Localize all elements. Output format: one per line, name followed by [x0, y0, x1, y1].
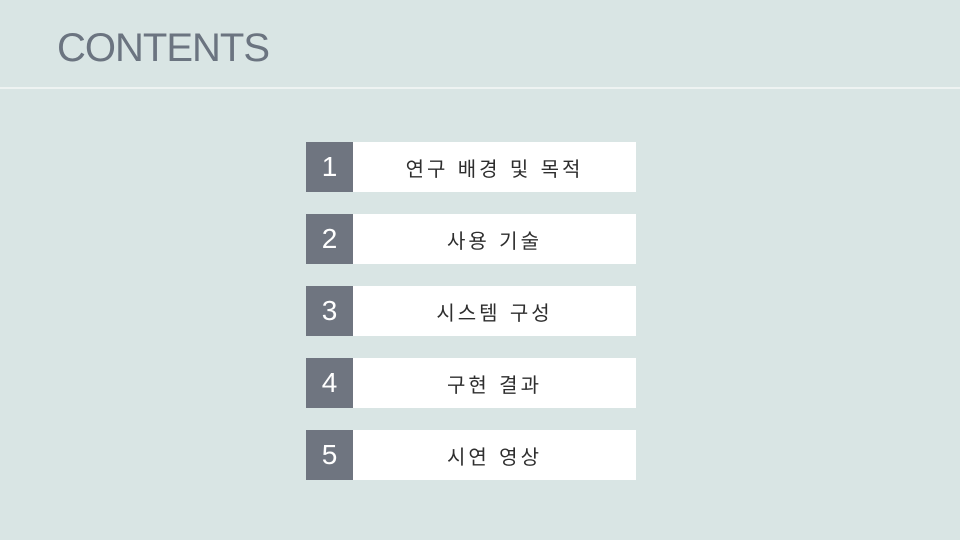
- item-label: 사용 기술: [353, 214, 636, 264]
- contents-item-4: 4 구현 결과: [306, 358, 636, 408]
- header-divider: [0, 87, 960, 89]
- item-number: 1: [306, 142, 353, 192]
- contents-item-1: 1 연구 배경 및 목적: [306, 142, 636, 192]
- item-label: 시스템 구성: [353, 286, 636, 336]
- item-label: 연구 배경 및 목적: [353, 142, 636, 192]
- contents-item-5: 5 시연 영상: [306, 430, 636, 480]
- contents-item-3: 3 시스템 구성: [306, 286, 636, 336]
- item-label: 구현 결과: [353, 358, 636, 408]
- contents-item-2: 2 사용 기술: [306, 214, 636, 264]
- contents-list: 1 연구 배경 및 목적 2 사용 기술 3 시스템 구성 4 구현 결과 5 …: [306, 142, 636, 502]
- item-number: 4: [306, 358, 353, 408]
- item-label: 시연 영상: [353, 430, 636, 480]
- item-number: 3: [306, 286, 353, 336]
- item-number: 5: [306, 430, 353, 480]
- page-title: CONTENTS: [57, 26, 270, 70]
- item-number: 2: [306, 214, 353, 264]
